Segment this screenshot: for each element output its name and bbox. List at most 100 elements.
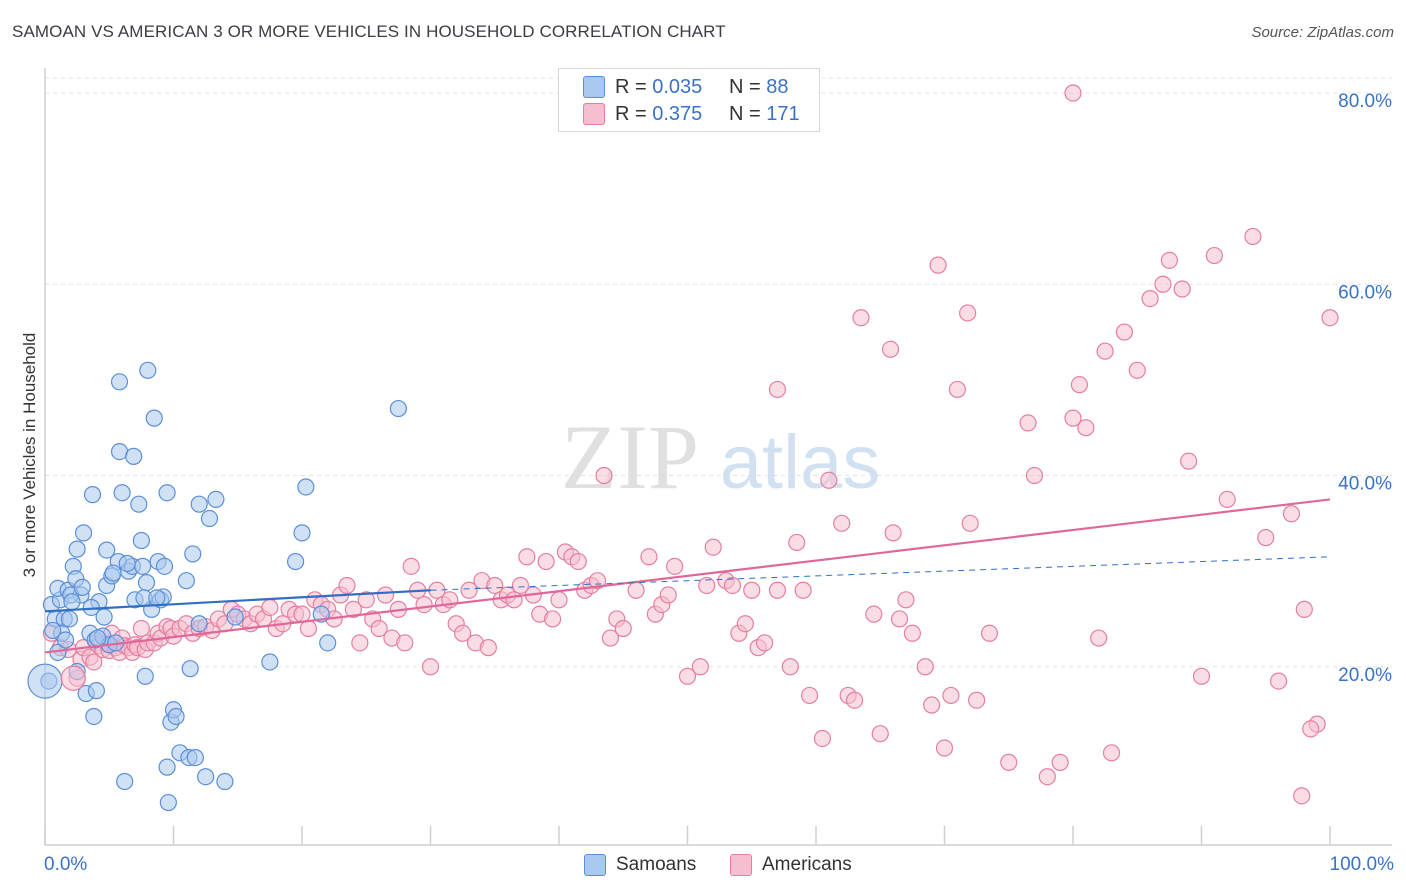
samoan-trendline-extension	[430, 556, 1331, 591]
samoan-point	[110, 373, 129, 391]
american-point	[261, 598, 279, 617]
watermark-atlas: atlas	[720, 420, 881, 505]
samoan-point	[389, 399, 407, 418]
samoan-point	[89, 629, 107, 647]
samoan-swatch	[584, 854, 606, 876]
american-point	[743, 581, 761, 599]
american-point	[1192, 667, 1211, 685]
legend-item-samoans[interactable]: Samoans	[584, 852, 696, 878]
american-point	[479, 639, 497, 657]
y-axis-title: 3 or more Vehicles in Household	[20, 333, 39, 578]
legend-r-label: R =	[615, 102, 647, 125]
american-point	[640, 548, 658, 566]
samoan-point	[132, 531, 150, 550]
american-point	[736, 615, 754, 633]
american-point	[1090, 629, 1108, 647]
american-point	[338, 576, 356, 595]
american-point	[627, 581, 645, 599]
y-tick-label: 20.0%	[1338, 665, 1392, 686]
american-point	[1293, 787, 1311, 805]
american-point	[1295, 600, 1313, 618]
samoan-point	[116, 772, 134, 791]
american-point	[871, 725, 889, 743]
samoan-point	[190, 495, 208, 513]
axis-layer	[44, 68, 1392, 846]
american-point	[897, 591, 915, 609]
samoan-point	[261, 653, 279, 671]
american-point	[659, 586, 677, 604]
samoan-point	[44, 621, 62, 640]
american-point	[1102, 744, 1121, 762]
american-point	[1064, 409, 1082, 427]
american-point	[794, 581, 812, 599]
legend-r-value-americans: 0.375	[652, 102, 703, 125]
samoan-point	[118, 554, 136, 573]
american-point	[1321, 309, 1339, 327]
american-point	[768, 380, 787, 399]
samoan-point	[56, 631, 75, 649]
american-point	[357, 591, 375, 609]
american-point	[1025, 466, 1044, 485]
source-label: Source: ZipAtlas.com	[1251, 24, 1394, 41]
legend-n-value-samoans: 88	[766, 75, 789, 98]
american-point	[929, 256, 947, 274]
y-tick-label: 60.0%	[1338, 282, 1392, 303]
samoan-point	[286, 552, 305, 571]
american-point	[852, 309, 870, 327]
american-point	[1077, 419, 1095, 437]
american-point	[1019, 414, 1037, 432]
legend-label-samoans: Samoans	[616, 854, 697, 875]
legend-r-value-samoans: 0.035	[652, 75, 703, 98]
american-point	[1128, 361, 1146, 379]
samoan-point	[104, 564, 122, 582]
samoan-point	[216, 772, 234, 791]
samoan-point	[87, 682, 106, 700]
samoan-point	[136, 667, 154, 685]
samoan-point	[167, 707, 185, 726]
samoan-point	[85, 707, 103, 726]
american-point	[1141, 289, 1159, 308]
american-point	[820, 471, 838, 489]
american-point	[698, 576, 716, 595]
american-point	[704, 538, 722, 556]
american-point	[1160, 251, 1178, 269]
american-point	[865, 605, 883, 623]
american-point	[293, 605, 311, 623]
legend-r-label: R =	[615, 75, 647, 98]
american-point	[543, 610, 562, 628]
american-trendline	[44, 498, 1331, 654]
american-point	[550, 591, 568, 609]
samoan-point	[68, 540, 86, 558]
american-point	[415, 595, 433, 614]
american-point	[948, 380, 966, 399]
american-point	[505, 591, 523, 609]
american-point	[980, 624, 999, 642]
samoan-point	[137, 573, 156, 592]
samoan-swatch	[583, 76, 605, 98]
samoan-point	[207, 490, 225, 509]
american-point	[678, 667, 697, 685]
samoan-point	[186, 748, 204, 767]
samoan-point	[98, 541, 116, 559]
american-point	[755, 634, 774, 652]
american-point	[723, 576, 742, 595]
american-swatch	[583, 103, 605, 125]
samoan-point	[297, 478, 315, 496]
american-point	[833, 514, 851, 532]
correlation-legend: R = 0.035 N = 88 R = 0.375 N = 171	[558, 68, 820, 132]
american-point	[788, 533, 806, 552]
american-point	[1269, 672, 1288, 690]
samoan-point	[130, 495, 148, 513]
legend-item-americans[interactable]: Americans	[730, 852, 852, 878]
samoan-point	[197, 768, 215, 786]
watermark: ZIP atlas	[561, 406, 880, 508]
samoan-point	[177, 572, 195, 590]
series-legend: Samoans Americans	[0, 852, 1406, 878]
samoan-point	[184, 545, 202, 563]
samoan-point	[200, 509, 219, 528]
american-point	[881, 340, 900, 358]
samoan-point	[190, 615, 208, 633]
american-point	[299, 619, 318, 638]
american-point	[595, 466, 613, 485]
american-point	[511, 576, 530, 595]
